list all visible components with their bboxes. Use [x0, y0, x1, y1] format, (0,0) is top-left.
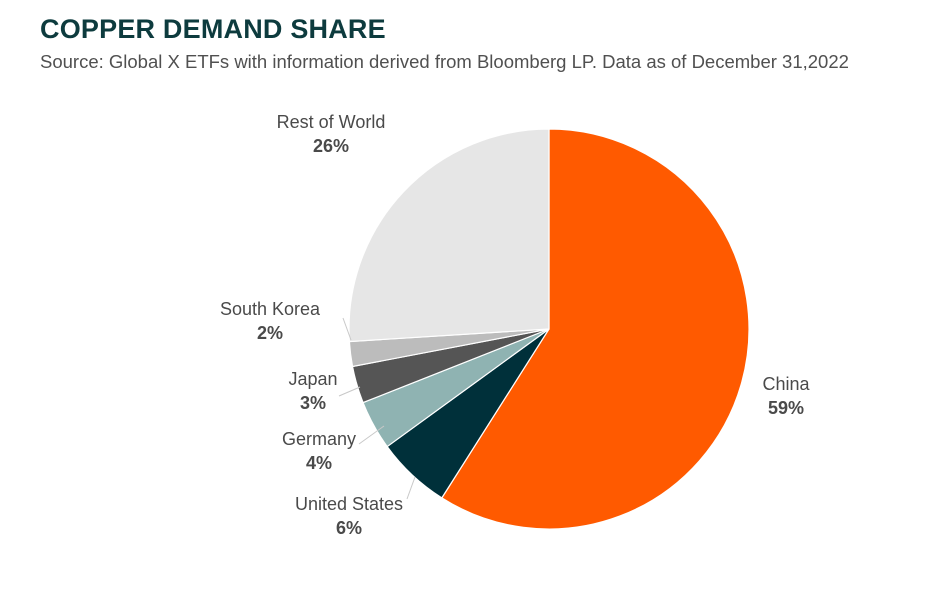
slice-label-china: China — [762, 374, 810, 394]
leader-line-germany — [358, 425, 385, 445]
pie-slices — [348, 128, 750, 530]
slice-label-japan: Japan — [288, 369, 337, 389]
slice-value-rest-of-world: 26% — [313, 136, 349, 156]
slice-label-united-states: United States — [295, 494, 403, 514]
slice-value-united-states: 6% — [336, 518, 362, 538]
slice-label-rest-of-world: Rest of World — [277, 112, 386, 132]
slice-value-china: 59% — [768, 398, 804, 418]
slice-label-germany: Germany — [282, 429, 356, 449]
slice-value-south-korea: 2% — [257, 323, 283, 343]
pie-slice-china — [441, 128, 750, 530]
chart-subtitle: Source: Global X ETFs with information d… — [40, 51, 849, 72]
slice-labels: China 59% United States 6% Germany 4% Japan 3% S… — [220, 112, 811, 538]
slice-value-japan: 3% — [300, 393, 326, 413]
leader-line-united-states — [406, 476, 416, 500]
leader-line-japan — [338, 386, 361, 397]
slice-label-south-korea: South Korea — [220, 299, 321, 319]
slice-value-germany: 4% — [306, 453, 332, 473]
leader-lines — [338, 317, 416, 500]
chart-title: COPPER DEMAND SHARE — [40, 14, 386, 44]
leader-line-south-korea — [342, 317, 352, 341]
pie-slice-rest-of-world — [348, 128, 550, 343]
